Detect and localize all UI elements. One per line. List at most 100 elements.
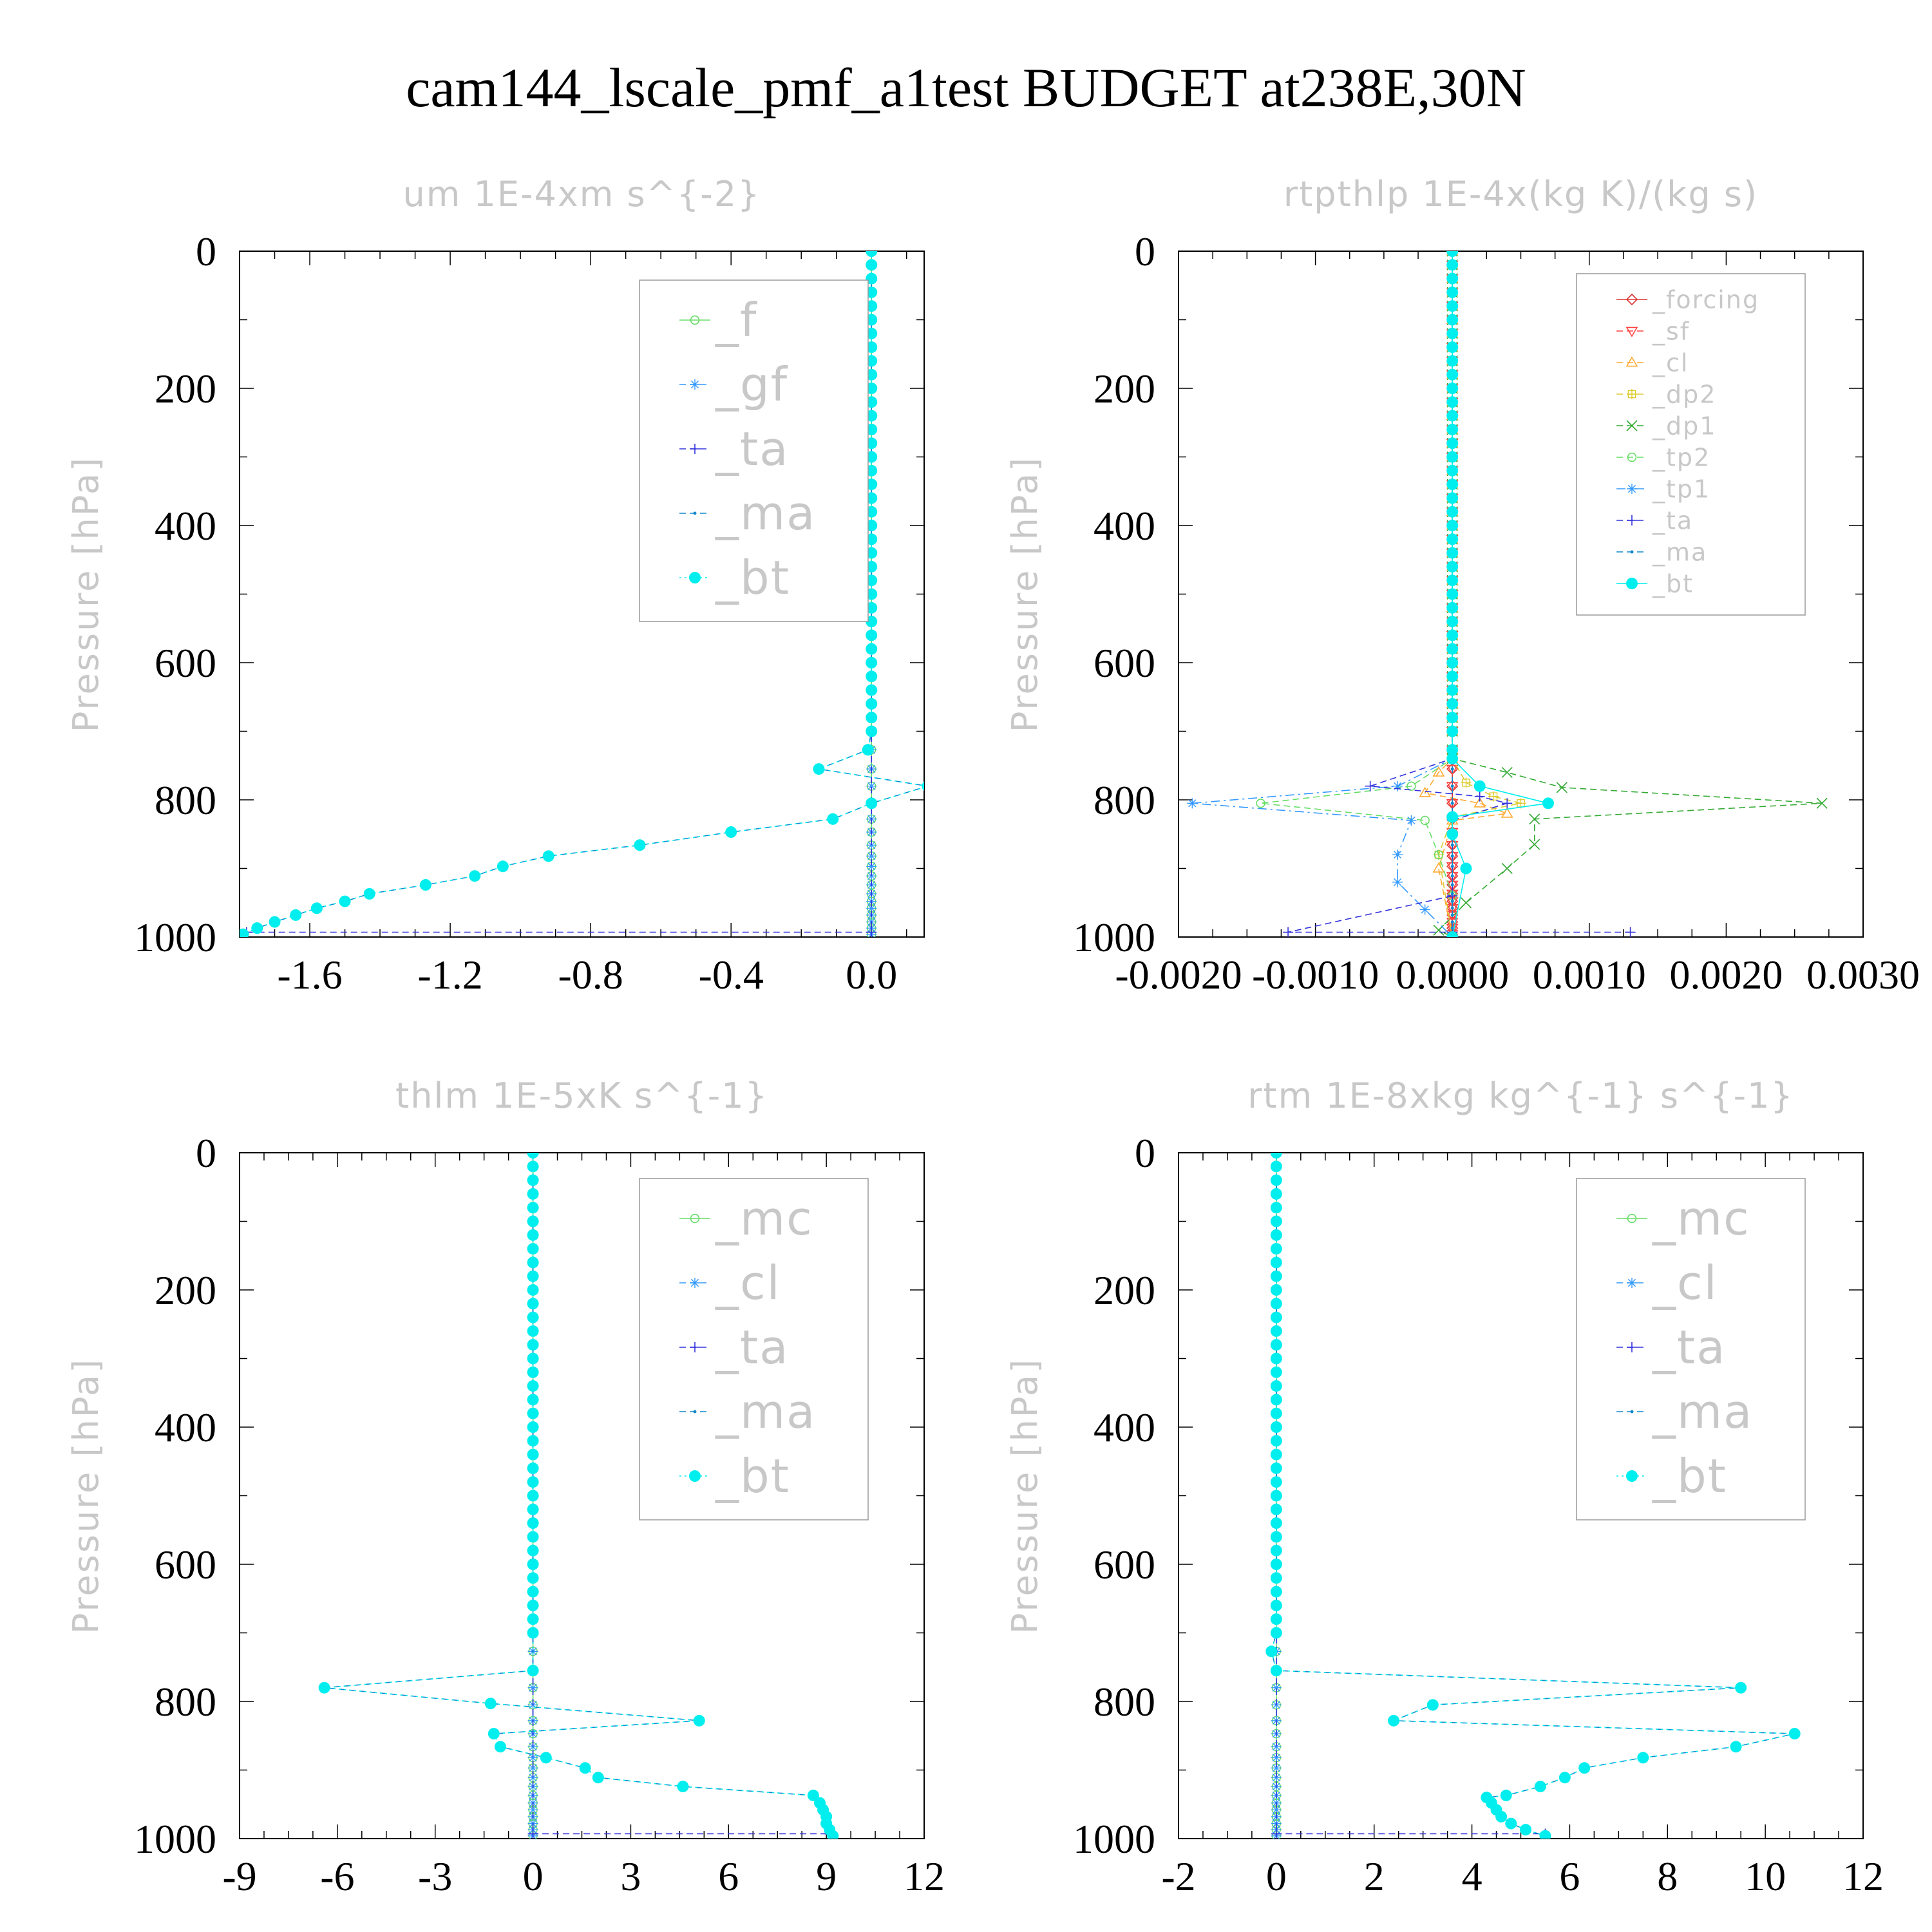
- series-group: [1187, 251, 1828, 937]
- data-point: [527, 1517, 539, 1530]
- legend-item: _forcing: [1616, 285, 1758, 314]
- legend-label: _tp2: [1652, 443, 1710, 471]
- data-point: [1488, 791, 1499, 802]
- data-point: [1446, 811, 1459, 823]
- panel-title: um 1E-4xm s^{-2}: [403, 174, 761, 214]
- data-point: [866, 903, 877, 914]
- panel-title: rtpthlp 1E-4x(kg K)/(kg s): [1283, 174, 1758, 214]
- data-point: [1271, 1752, 1282, 1763]
- legend-label: _ma: [1652, 538, 1707, 566]
- data-point: [1270, 1153, 1282, 1159]
- data-point: [866, 259, 878, 271]
- data-point: [1446, 560, 1459, 573]
- data-point: [527, 1544, 539, 1557]
- data-point: [1446, 272, 1459, 285]
- legend-item: _bt: [1616, 569, 1692, 598]
- data-point: [1473, 797, 1486, 808]
- x-tick-label: 9: [816, 1853, 837, 1899]
- series-group: [318, 1153, 839, 1839]
- data-point: [290, 909, 302, 921]
- legend-marker: [1626, 420, 1638, 431]
- data-point: [1270, 1613, 1282, 1625]
- x-tick-label: 6: [718, 1853, 739, 1899]
- legend-marker: [1626, 578, 1638, 589]
- x-tick-label: -1.6: [277, 952, 342, 998]
- data-point: [251, 922, 263, 934]
- data-point: [527, 1407, 539, 1419]
- data-point: [866, 697, 878, 710]
- data-point: [1637, 1752, 1649, 1764]
- data-point: [527, 1270, 539, 1282]
- data-point: [1450, 864, 1454, 868]
- legend-box: [639, 1178, 869, 1520]
- data-point: [1520, 1824, 1532, 1836]
- legend-marker: [690, 1213, 700, 1224]
- legend-item: _cl: [679, 1256, 780, 1310]
- data-point: [1446, 744, 1459, 756]
- legend-label: _ma: [715, 486, 816, 540]
- data-point: [1450, 883, 1454, 887]
- series-line-ma: [243, 251, 924, 935]
- data-point: [1446, 451, 1459, 463]
- data-point: [1446, 670, 1459, 683]
- data-point: [813, 763, 825, 775]
- data-point: [527, 1665, 539, 1677]
- legend: _f _gf _ta _ma _bt: [639, 279, 869, 622]
- data-point: [269, 916, 281, 928]
- data-point: [1446, 300, 1459, 312]
- data-point: [497, 860, 509, 873]
- legend-item: _tp1: [1616, 475, 1709, 503]
- x-tick-label: 10: [1745, 1853, 1786, 1899]
- series-group: [240, 251, 924, 937]
- data-point: [527, 1448, 539, 1461]
- legend-marker: [690, 444, 700, 454]
- data-point: [1529, 813, 1540, 825]
- legend-marker: [690, 379, 700, 390]
- series-line-bt: [1452, 251, 1549, 937]
- data-point: [693, 1714, 705, 1727]
- data-point: [1446, 725, 1459, 737]
- legend-item: _cl: [1616, 1256, 1717, 1310]
- legend-box: [639, 279, 869, 622]
- legend-marker: [1627, 484, 1637, 494]
- legend-item: _mc: [679, 1191, 812, 1245]
- y-tick-label: 400: [155, 1405, 216, 1450]
- data-point: [1446, 520, 1459, 531]
- data-point: [1450, 784, 1454, 788]
- legend-item: _ma: [679, 486, 816, 540]
- data-point: [1446, 314, 1459, 326]
- chart-rtm: rtm 1E-8xkg kg^{-1} s^{-1} Pressure [hPa]…: [1005, 1075, 1884, 1899]
- data-point: [1446, 533, 1459, 545]
- legend-marker: [689, 572, 701, 583]
- data-point: [1420, 815, 1430, 826]
- data-point: [866, 781, 877, 791]
- data-point: [1270, 1215, 1282, 1227]
- y-tick-label: 0: [1135, 229, 1155, 274]
- data-point: [1474, 791, 1485, 802]
- y-tick-label: 600: [155, 640, 216, 686]
- data-point: [866, 725, 878, 737]
- data-point: [1446, 259, 1459, 271]
- data-point: [1529, 838, 1540, 850]
- data-point: [527, 1202, 539, 1214]
- data-point: [1446, 931, 1459, 937]
- data-point: [1446, 616, 1459, 628]
- data-point: [1446, 251, 1459, 257]
- data-point: [339, 895, 351, 907]
- data-point: [1446, 657, 1459, 668]
- y-axis-label: Pressure [hPa]: [1005, 1358, 1045, 1634]
- x-tick-label: 4: [1462, 1853, 1482, 1899]
- data-point: [1446, 547, 1459, 559]
- legend: _mc _cl _ta _ma _bt: [639, 1178, 869, 1520]
- data-point: [1270, 1544, 1282, 1557]
- series-line-ta: [1287, 251, 1631, 933]
- data-point: [1446, 764, 1459, 775]
- data-point: [1446, 355, 1459, 367]
- data-point: [527, 1741, 538, 1752]
- data-point: [1446, 643, 1459, 655]
- x-tick-label: -9: [222, 1853, 256, 1899]
- data-point: [866, 629, 878, 641]
- data-point: [725, 826, 737, 838]
- legend-marker: [1630, 550, 1634, 554]
